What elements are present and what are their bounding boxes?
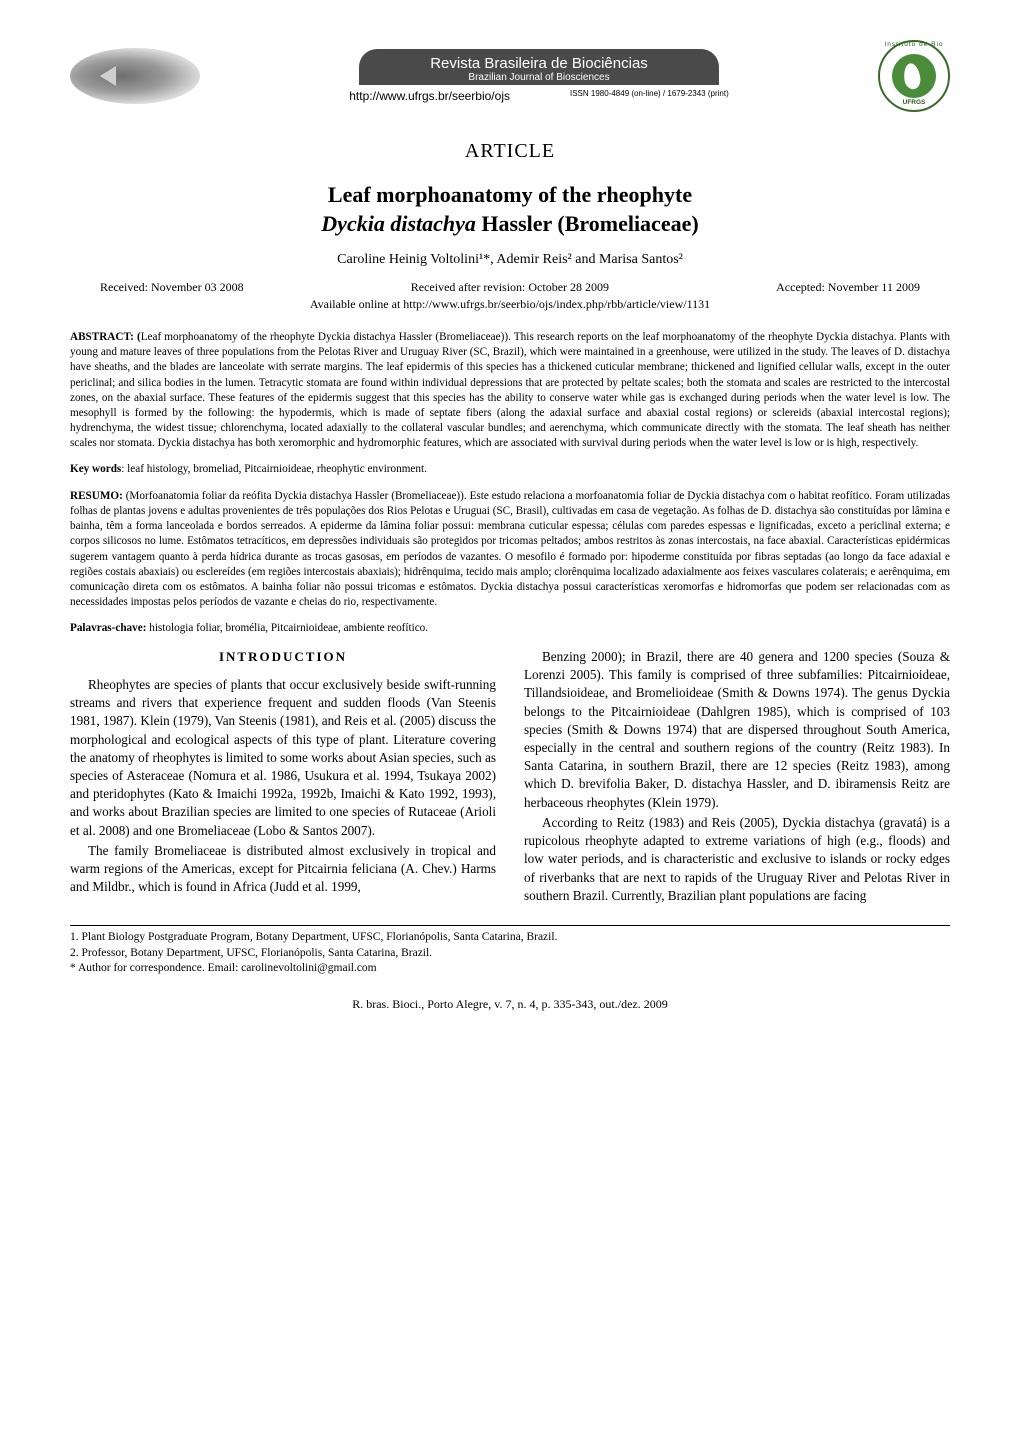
body-columns: INTRODUCTION Rheophytes are species of p… (70, 648, 950, 907)
abstract-en-heading: ABSTRACT: ( (70, 331, 141, 343)
abstract-pt-body: Este estudo relaciona a morfoanatomia fo… (70, 490, 950, 608)
title-species: Dyckia distachya (321, 211, 476, 236)
seal-top-text: Instituto de Bio (880, 41, 948, 48)
column-left: INTRODUCTION Rheophytes are species of p… (70, 648, 496, 907)
abstract-pt-heading: RESUMO: (70, 490, 126, 502)
header-left-decoration (70, 48, 200, 104)
keywords-pt-label: Palavras-chave: (70, 622, 146, 634)
intro-paragraph-3: Benzing 2000); in Brazil, there are 40 g… (524, 648, 950, 812)
institution-seal: Instituto de Bio UFRGS (878, 40, 950, 112)
keywords-english: Key words: leaf histology, bromeliad, Pi… (70, 463, 950, 475)
abstract-english: ABSTRACT: (Leaf morphoanatomy of the rhe… (70, 330, 950, 451)
keywords-en-text: : leaf histology, bromeliad, Pitcairnioi… (121, 463, 427, 475)
seal-leaf-icon (892, 54, 936, 98)
intro-paragraph-1: Rheophytes are species of plants that oc… (70, 676, 496, 840)
footnote-rule (70, 925, 950, 926)
footnote-1: 1. Plant Biology Postgraduate Program, B… (70, 930, 950, 946)
title-line1: Leaf morphoanatomy of the rheophyte (328, 182, 692, 207)
introduction-heading: INTRODUCTION (70, 648, 496, 666)
authors-line: Caroline Heinig Voltolini¹*, Ademir Reis… (70, 252, 950, 268)
journal-title: Revista Brasileira de Biociências (377, 55, 701, 72)
article-title: Leaf morphoanatomy of the rheophyte Dyck… (70, 181, 950, 238)
seal-bottom-text: UFRGS (880, 99, 948, 106)
abstract-en-body: This research reports on the leaf morpho… (70, 331, 950, 449)
abstract-portuguese: RESUMO: (Morfoanatomia foliar da reófita… (70, 489, 950, 610)
abstract-pt-title: (Morfoanatomia foliar da reófita Dyckia … (126, 490, 470, 502)
keywords-pt-text: histologia foliar, bromélia, Pitcairnioi… (146, 622, 428, 634)
journal-header: Revista Brasileira de Biociências Brazil… (70, 40, 950, 112)
journal-issn: ISSN 1980-4849 (on-line) / 1679-2343 (pr… (570, 89, 729, 103)
abstract-en-title: Leaf morphoanatomy of the rheophyte Dyck… (141, 331, 514, 343)
keywords-portuguese: Palavras-chave: histologia foliar, bromé… (70, 622, 950, 634)
available-online[interactable]: Available online at http://www.ufrgs.br/… (70, 297, 950, 312)
keywords-en-label: Key words (70, 463, 121, 475)
footnote-2: 2. Professor, Botany Department, UFSC, F… (70, 946, 950, 962)
column-right: Benzing 2000); in Brazil, there are 40 g… (524, 648, 950, 907)
intro-paragraph-2: The family Bromeliaceae is distributed a… (70, 842, 496, 897)
title-rest: Hassler (Bromeliaceae) (476, 211, 699, 236)
journal-title-bubble: Revista Brasileira de Biociências Brazil… (359, 49, 719, 85)
article-type-label: ARTICLE (70, 140, 950, 163)
page-citation: R. bras. Bioci., Porto Alegre, v. 7, n. … (70, 997, 950, 1012)
intro-paragraph-4: According to Reitz (1983) and Reis (2005… (524, 814, 950, 905)
footnotes: 1. Plant Biology Postgraduate Program, B… (70, 930, 950, 977)
revised-date: Received after revision: October 28 2009 (411, 280, 609, 295)
accepted-date: Accepted: November 11 2009 (776, 280, 920, 295)
dates-row: Received: November 03 2008 Received afte… (70, 280, 950, 297)
journal-subtitle: Brazilian Journal of Biosciences (377, 72, 701, 83)
received-date: Received: November 03 2008 (100, 280, 244, 295)
footnote-3: * Author for correspondence. Email: caro… (70, 961, 950, 977)
journal-url[interactable]: http://www.ufrgs.br/seerbio/ojs (349, 89, 510, 103)
header-center: Revista Brasileira de Biociências Brazil… (212, 49, 866, 103)
